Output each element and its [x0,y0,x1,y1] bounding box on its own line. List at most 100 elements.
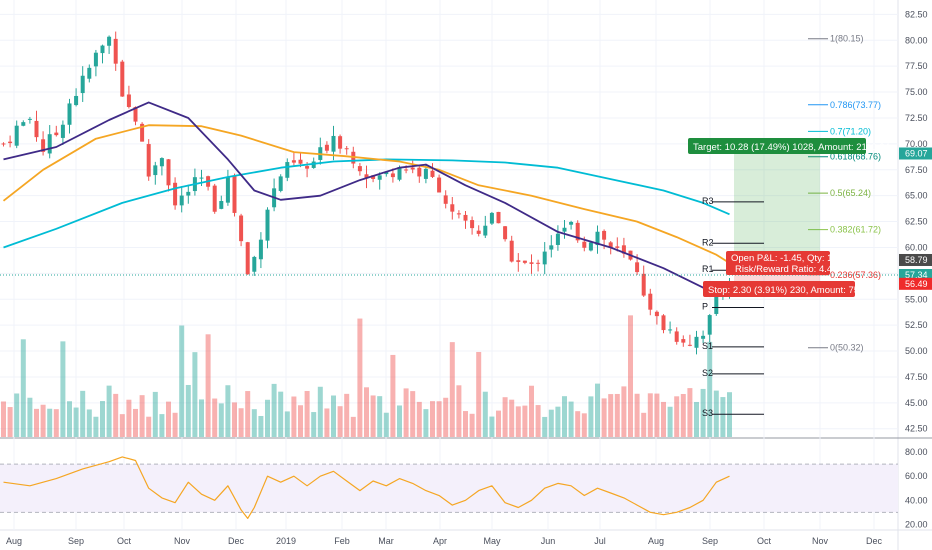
rsi-line [3,456,730,520]
volume-bar [218,403,224,437]
pivot-label: S2 [702,368,713,378]
candlesticks [1,31,732,355]
target-label-text: Target: 10.28 (17.49%) 1028, Amount: 211… [693,142,890,153]
volume-bar [179,325,185,437]
volume-bar [694,401,699,437]
candle-body [364,174,369,178]
volume-bar [119,414,125,437]
candle-body [331,135,336,152]
volume-bar [588,396,594,437]
volume-bar [324,408,330,437]
candle-body [668,329,673,331]
price-badge [899,147,932,160]
candle-body [536,262,541,264]
volume-bar [311,412,317,437]
volume-bar [212,398,218,437]
candle-body [496,211,501,224]
sma-orange-line [2,124,730,264]
candle-body [186,191,191,196]
target-zone[interactable] [734,153,820,260]
candle-body [575,222,580,241]
position-labels[interactable]: Target: 10.28 (17.49%) 1028, Amount: 211… [688,138,890,297]
candle-body [423,168,428,179]
candle-body [417,167,422,177]
volume-bar [370,395,376,437]
candle-body [41,139,46,152]
volume-bar [139,395,145,437]
volume-bar [403,388,409,437]
volume-bar [331,395,336,437]
candle-body [54,132,59,136]
stop-label-box[interactable] [703,281,855,297]
candle-body [549,245,554,250]
candle-body [252,256,257,272]
volume-bar [232,402,237,437]
volume-bar [383,412,389,437]
volume-bar [291,396,297,437]
target-label-box[interactable] [688,138,866,154]
candle-body [701,335,706,339]
candle-body [516,260,521,262]
candle-body [278,176,283,191]
volume-bar [133,408,138,437]
candle-body [569,221,574,225]
volume-bar [185,384,191,437]
sma-purple-line [3,101,731,296]
volume-bar [53,409,59,437]
open-pl-text: Open P&L: -1.45, Qty: 108 [731,253,843,264]
volume-bar [377,396,383,437]
volume-bar [720,397,726,437]
volume-bar [251,409,257,437]
volume-bar [205,334,211,437]
volume-bar [14,393,20,437]
volume-bar [60,341,66,437]
volume-bar [364,387,369,437]
time-tick-label: Aug [648,536,664,546]
time-axis[interactable]: Aug Sep Oct Nov Dec 2019 Feb Mar Apr May Jun Jul Aug… [6,536,883,546]
volume-bar [73,407,79,437]
price-tick-label: 67.50 [905,165,928,175]
candle-body [126,94,131,107]
candle-body [93,52,98,67]
candle-body [562,227,567,232]
time-tick-label: May [483,536,501,546]
candle-body [87,67,92,79]
volume-bar [192,352,198,437]
volume-bar [172,412,178,437]
volume-bar [482,391,488,437]
candle-body [443,195,448,204]
price-badge-text: 69.07 [905,148,928,158]
price-tick-label: 50.00 [905,346,928,356]
volume-bar [298,405,303,437]
volume-bar [146,416,152,437]
volume-bar [225,385,231,437]
candle-body [133,107,138,122]
candle-body [615,246,620,248]
price-tick-label: 52.50 [905,320,928,330]
volume-bar [529,385,534,437]
price-axis[interactable]: 82.50 80.00 77.50 75.00 72.50 70.00 67.50 65.00… [905,9,928,433]
volume-bar [489,416,495,437]
volume-bar [647,393,653,437]
time-tick-label: Jul [594,536,606,546]
price-tick-label: 62.50 [905,217,928,227]
volume-bar [654,393,660,437]
volume-bar [1,401,6,437]
volume-bar [100,401,105,437]
volume-bar [575,411,581,437]
volume-bar [509,399,515,437]
candle-body [159,158,164,167]
volume-bar [535,405,541,437]
candle-body [140,123,145,142]
pivot-label: R2 [702,237,714,247]
time-tick-label: Nov [812,536,829,546]
candle-body [489,212,494,224]
rsi-axis[interactable]: 80.00 60.00 40.00 20.00 [905,447,928,529]
rsi-band-fill [0,464,898,513]
fib-level-label: 0.5(65.24) [830,188,871,198]
pl-label-box[interactable] [726,251,830,275]
candle-body [107,36,112,46]
stop-label-text: Stop: 2.30 (3.91%) 230, Amount: 751.6 [708,285,872,296]
candle-body [674,331,679,342]
